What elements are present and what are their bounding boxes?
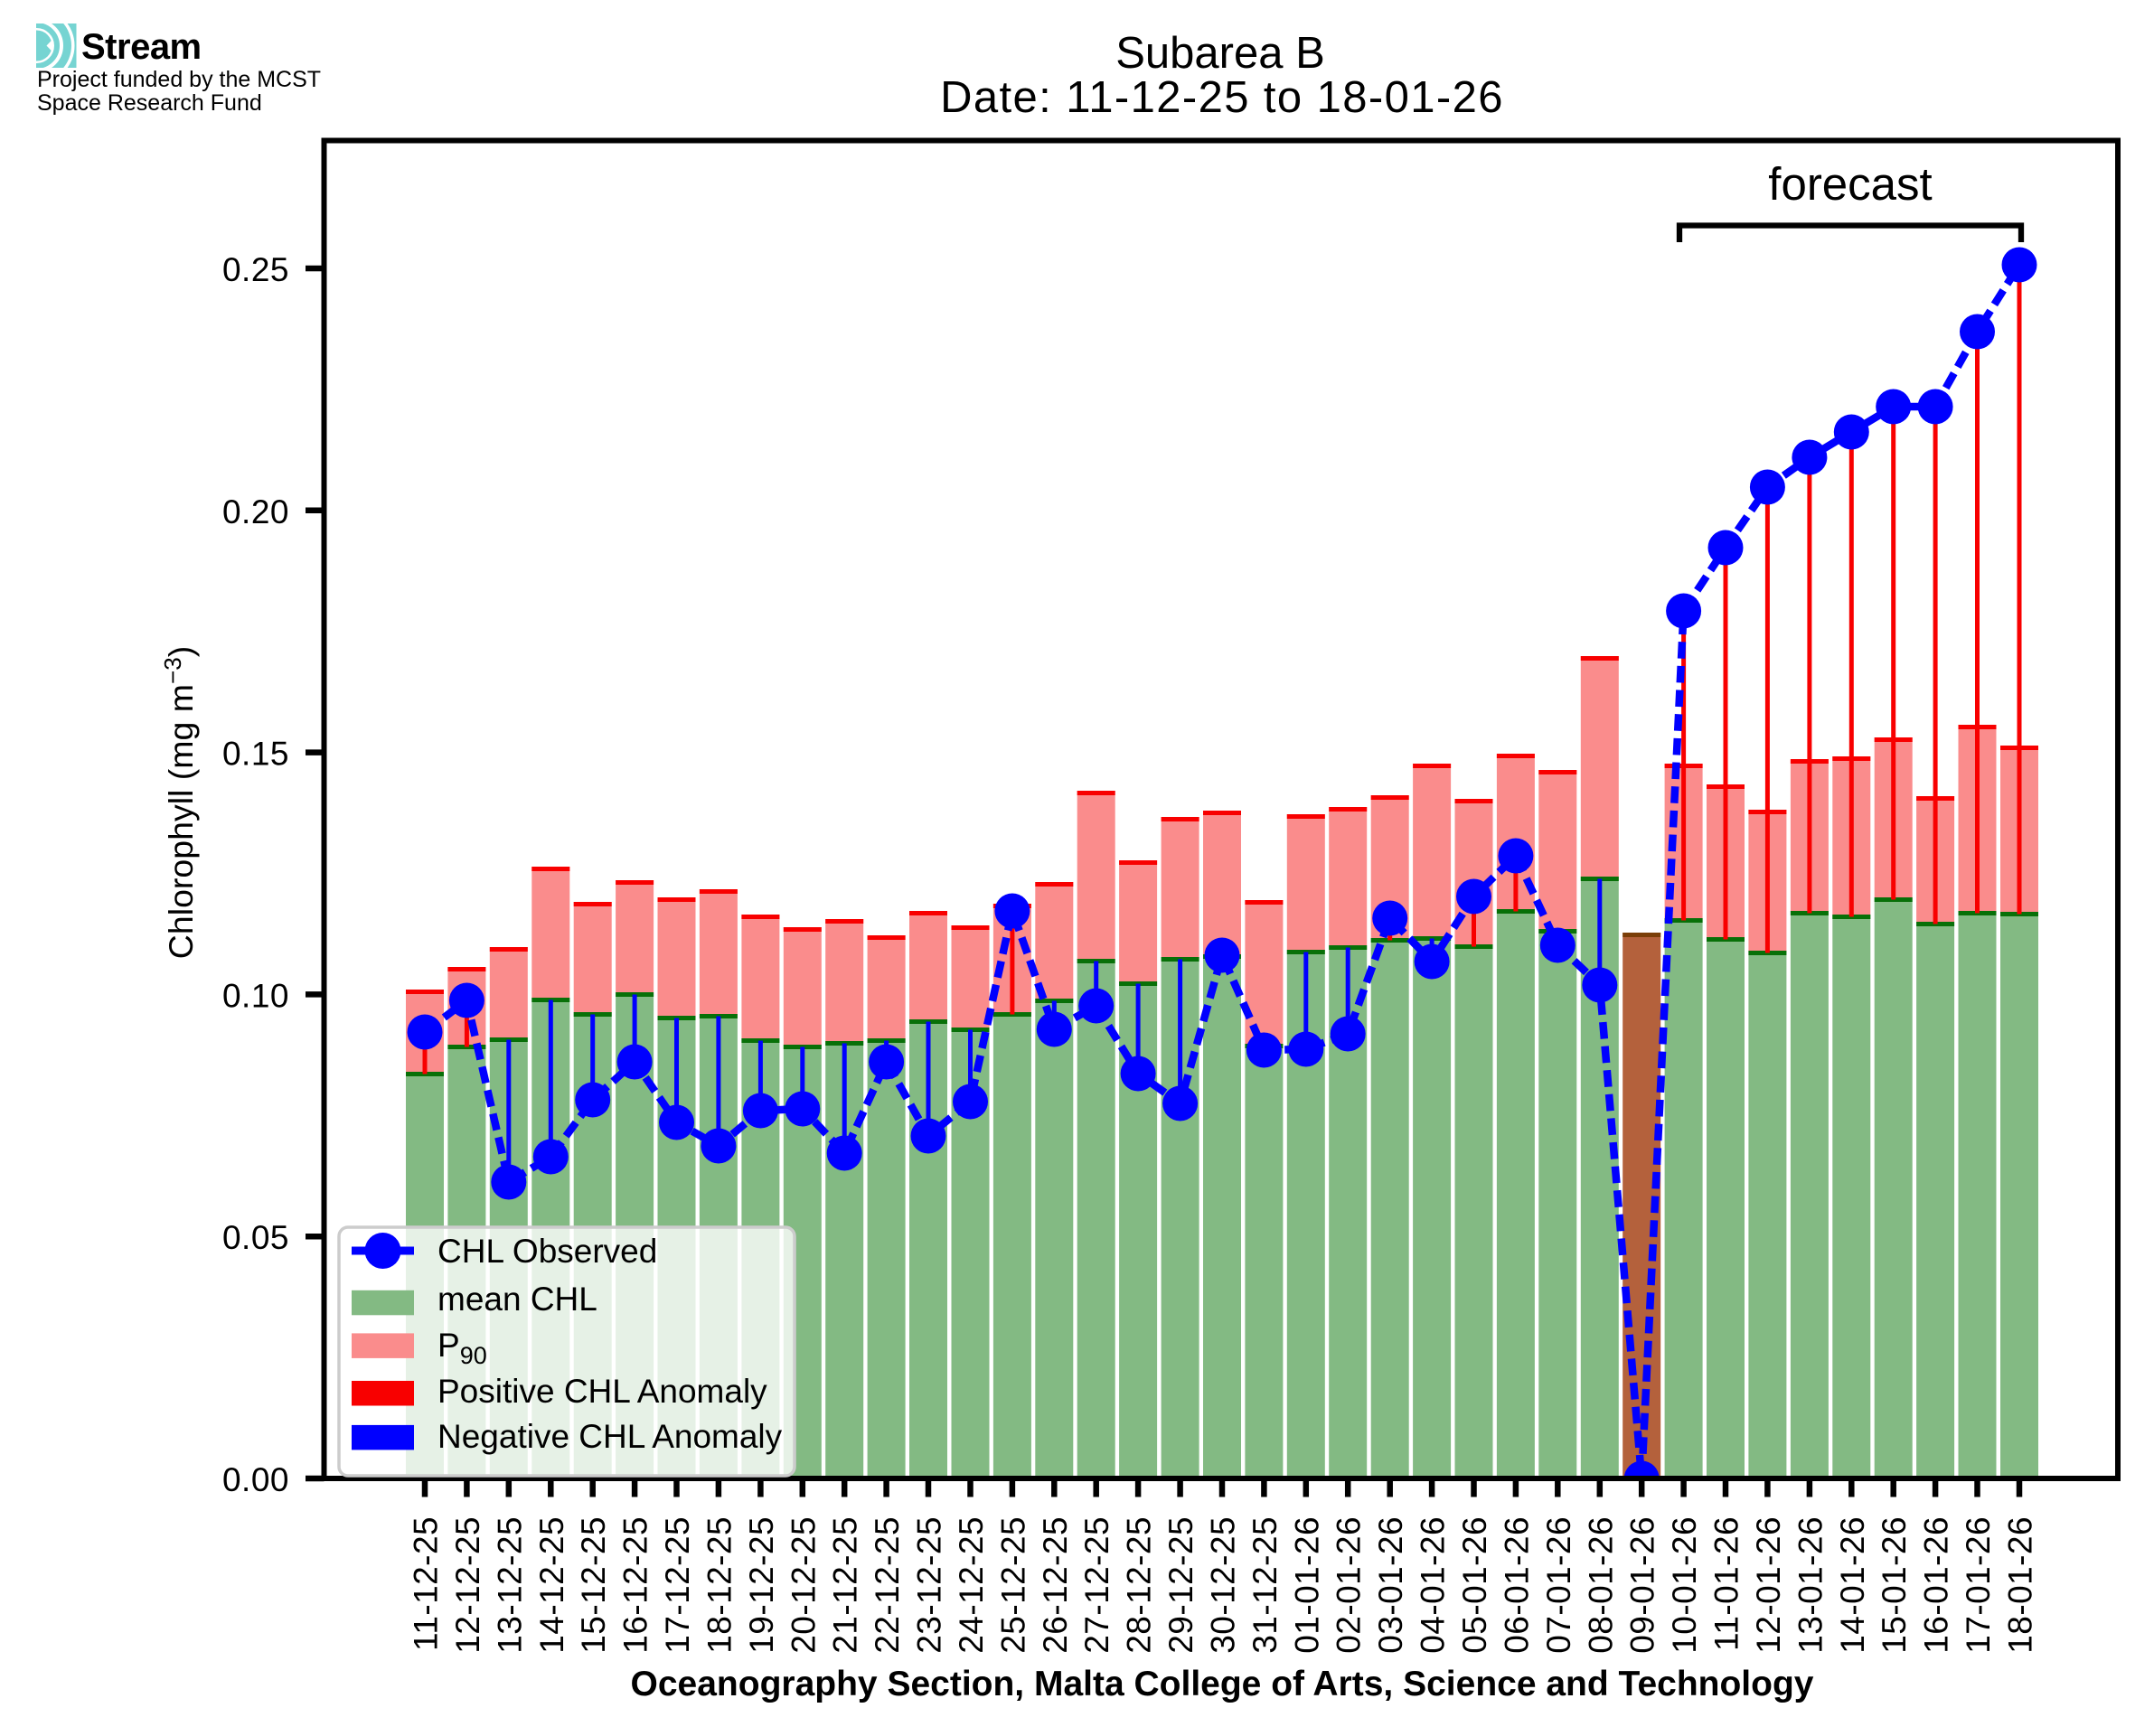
svg-text:0.05: 0.05 bbox=[222, 1219, 289, 1256]
svg-text:Project funded by the MCST: Project funded by the MCST bbox=[37, 67, 321, 92]
svg-text:20-12-25: 20-12-25 bbox=[785, 1516, 822, 1654]
svg-text:05-01-26: 05-01-26 bbox=[1456, 1516, 1493, 1654]
svg-text:Oceanography Section, Malta Co: Oceanography Section, Malta College of A… bbox=[631, 1665, 1814, 1703]
svg-text:25-12-25: 25-12-25 bbox=[994, 1516, 1031, 1654]
svg-text:0.00: 0.00 bbox=[222, 1461, 289, 1498]
svg-text:Date: 11-12-25 to 18-01-26: Date: 11-12-25 to 18-01-26 bbox=[940, 73, 1504, 122]
svg-text:11-12-25: 11-12-25 bbox=[408, 1516, 445, 1651]
svg-text:16-01-26: 16-01-26 bbox=[1918, 1516, 1955, 1654]
svg-text:Stream: Stream bbox=[81, 27, 202, 67]
svg-text:Space Research Fund: Space Research Fund bbox=[37, 90, 262, 116]
svg-text:30-12-25: 30-12-25 bbox=[1205, 1516, 1242, 1654]
svg-text:29-12-25: 29-12-25 bbox=[1162, 1516, 1199, 1654]
svg-text:0.20: 0.20 bbox=[222, 493, 289, 530]
svg-text:18-01-26: 18-01-26 bbox=[2002, 1516, 2039, 1654]
svg-text:10-01-26: 10-01-26 bbox=[1666, 1516, 1703, 1654]
svg-text:09-01-26: 09-01-26 bbox=[1624, 1516, 1661, 1654]
svg-text:04-01-26: 04-01-26 bbox=[1415, 1516, 1452, 1654]
svg-text:03-01-26: 03-01-26 bbox=[1372, 1516, 1409, 1654]
svg-text:14-12-25: 14-12-25 bbox=[533, 1516, 570, 1654]
svg-text:24-12-25: 24-12-25 bbox=[953, 1516, 990, 1654]
svg-text:16-12-25: 16-12-25 bbox=[617, 1516, 654, 1654]
svg-text:CHL Observed: CHL Observed bbox=[437, 1233, 657, 1270]
svg-text:Chlorophyll (mg m−3): Chlorophyll (mg m−3) bbox=[159, 646, 200, 959]
svg-text:Subarea B: Subarea B bbox=[1115, 29, 1325, 78]
svg-text:26-12-25: 26-12-25 bbox=[1037, 1516, 1074, 1654]
svg-text:31-12-25: 31-12-25 bbox=[1246, 1516, 1284, 1654]
svg-text:19-12-25: 19-12-25 bbox=[743, 1516, 780, 1654]
svg-text:07-01-26: 07-01-26 bbox=[1540, 1516, 1577, 1654]
svg-text:22-12-25: 22-12-25 bbox=[869, 1516, 906, 1654]
svg-text:15-12-25: 15-12-25 bbox=[575, 1516, 612, 1654]
svg-text:06-01-26: 06-01-26 bbox=[1498, 1516, 1535, 1654]
svg-text:18-12-25: 18-12-25 bbox=[701, 1516, 738, 1654]
svg-text:01-01-26: 01-01-26 bbox=[1288, 1516, 1325, 1654]
svg-text:14-01-26: 14-01-26 bbox=[1834, 1516, 1871, 1654]
svg-text:0.25: 0.25 bbox=[222, 251, 289, 288]
svg-text:08-01-26: 08-01-26 bbox=[1582, 1516, 1619, 1654]
svg-text:11-01-26: 11-01-26 bbox=[1708, 1516, 1745, 1651]
svg-text:forecast: forecast bbox=[1768, 158, 1932, 210]
svg-text:17-01-26: 17-01-26 bbox=[1960, 1516, 1997, 1654]
svg-text:0.15: 0.15 bbox=[222, 736, 289, 773]
svg-text:21-12-25: 21-12-25 bbox=[827, 1516, 864, 1654]
svg-text:17-12-25: 17-12-25 bbox=[659, 1516, 696, 1654]
svg-text:02-01-26: 02-01-26 bbox=[1331, 1516, 1368, 1654]
svg-text:13-01-26: 13-01-26 bbox=[1792, 1516, 1829, 1654]
svg-text:28-12-25: 28-12-25 bbox=[1121, 1516, 1158, 1654]
svg-text:Negative CHL Anomaly: Negative CHL Anomaly bbox=[437, 1418, 783, 1455]
svg-text:12-12-25: 12-12-25 bbox=[449, 1516, 486, 1654]
svg-text:27-12-25: 27-12-25 bbox=[1078, 1516, 1115, 1654]
svg-text:0.10: 0.10 bbox=[222, 977, 289, 1014]
svg-text:Positive CHL Anomaly: Positive CHL Anomaly bbox=[437, 1373, 767, 1410]
svg-text:23-12-25: 23-12-25 bbox=[911, 1516, 948, 1654]
svg-text:12-01-26: 12-01-26 bbox=[1750, 1516, 1787, 1654]
svg-text:mean CHL: mean CHL bbox=[437, 1281, 597, 1318]
svg-text:15-01-26: 15-01-26 bbox=[1876, 1516, 1913, 1654]
svg-text:13-12-25: 13-12-25 bbox=[491, 1516, 528, 1654]
